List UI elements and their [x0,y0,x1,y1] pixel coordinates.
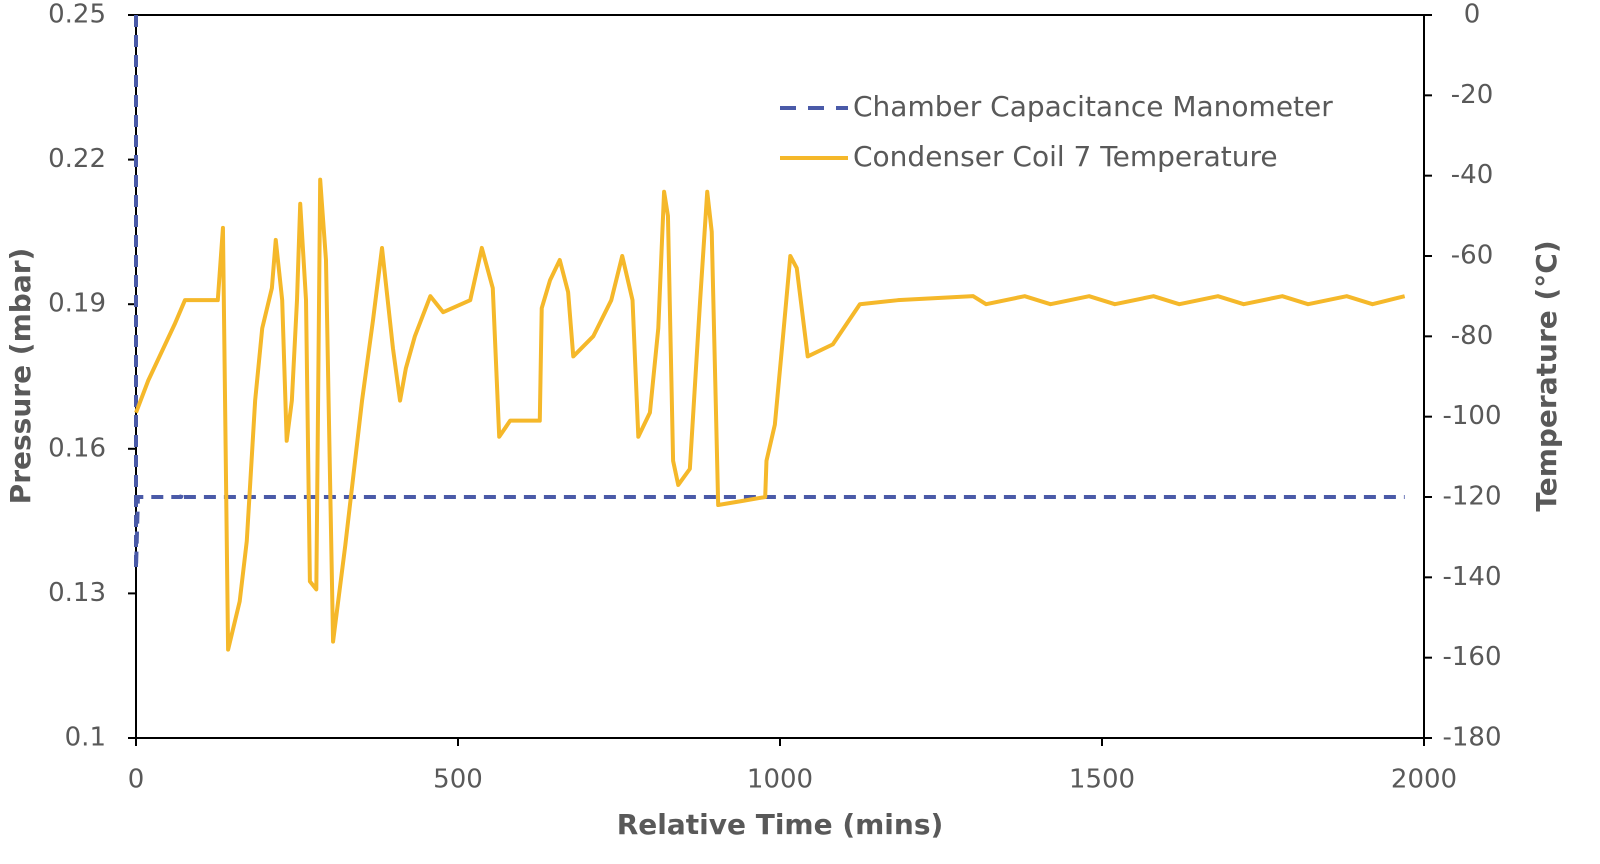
y2-tick-label: -80 [1451,321,1493,351]
legend-label: Condenser Coil 7 Temperature [853,140,1278,173]
y-tick-label: 0.19 [48,289,106,319]
y-tick-label: 0.16 [48,433,106,463]
y2-axis-title: Temperature (°C) [1530,240,1563,511]
y2-tick-label: -40 [1451,160,1493,190]
y-tick-label: 0.22 [48,144,106,174]
y2-tick-label: -160 [1442,642,1501,672]
y2-tick-label: -100 [1442,401,1501,431]
x-tick-label: 1000 [747,765,813,795]
legend-label: Chamber Capacitance Manometer [853,90,1333,123]
y2-tick-label: -60 [1451,241,1493,271]
x-axis-title: Relative Time (mins) [617,808,944,841]
series-line [134,15,1405,572]
y-tick-label: 0.13 [48,578,106,608]
y-tick-label: 0.25 [48,0,106,30]
x-tick-label: 2000 [1391,765,1457,795]
y2-tick-label: 0 [1464,0,1481,30]
series-line [134,177,1406,652]
y2-tick-label: -20 [1451,80,1493,110]
x-tick-label: 1500 [1069,765,1135,795]
y2-tick-label: -120 [1442,482,1501,512]
y-tick-label: 0.1 [65,723,106,753]
x-tick-label: 500 [433,765,483,795]
y2-tick-label: -140 [1442,562,1501,592]
x-tick-label: 0 [128,765,145,795]
y2-tick-label: -180 [1442,723,1501,753]
y-axis-title: Pressure (mbar) [4,248,37,505]
